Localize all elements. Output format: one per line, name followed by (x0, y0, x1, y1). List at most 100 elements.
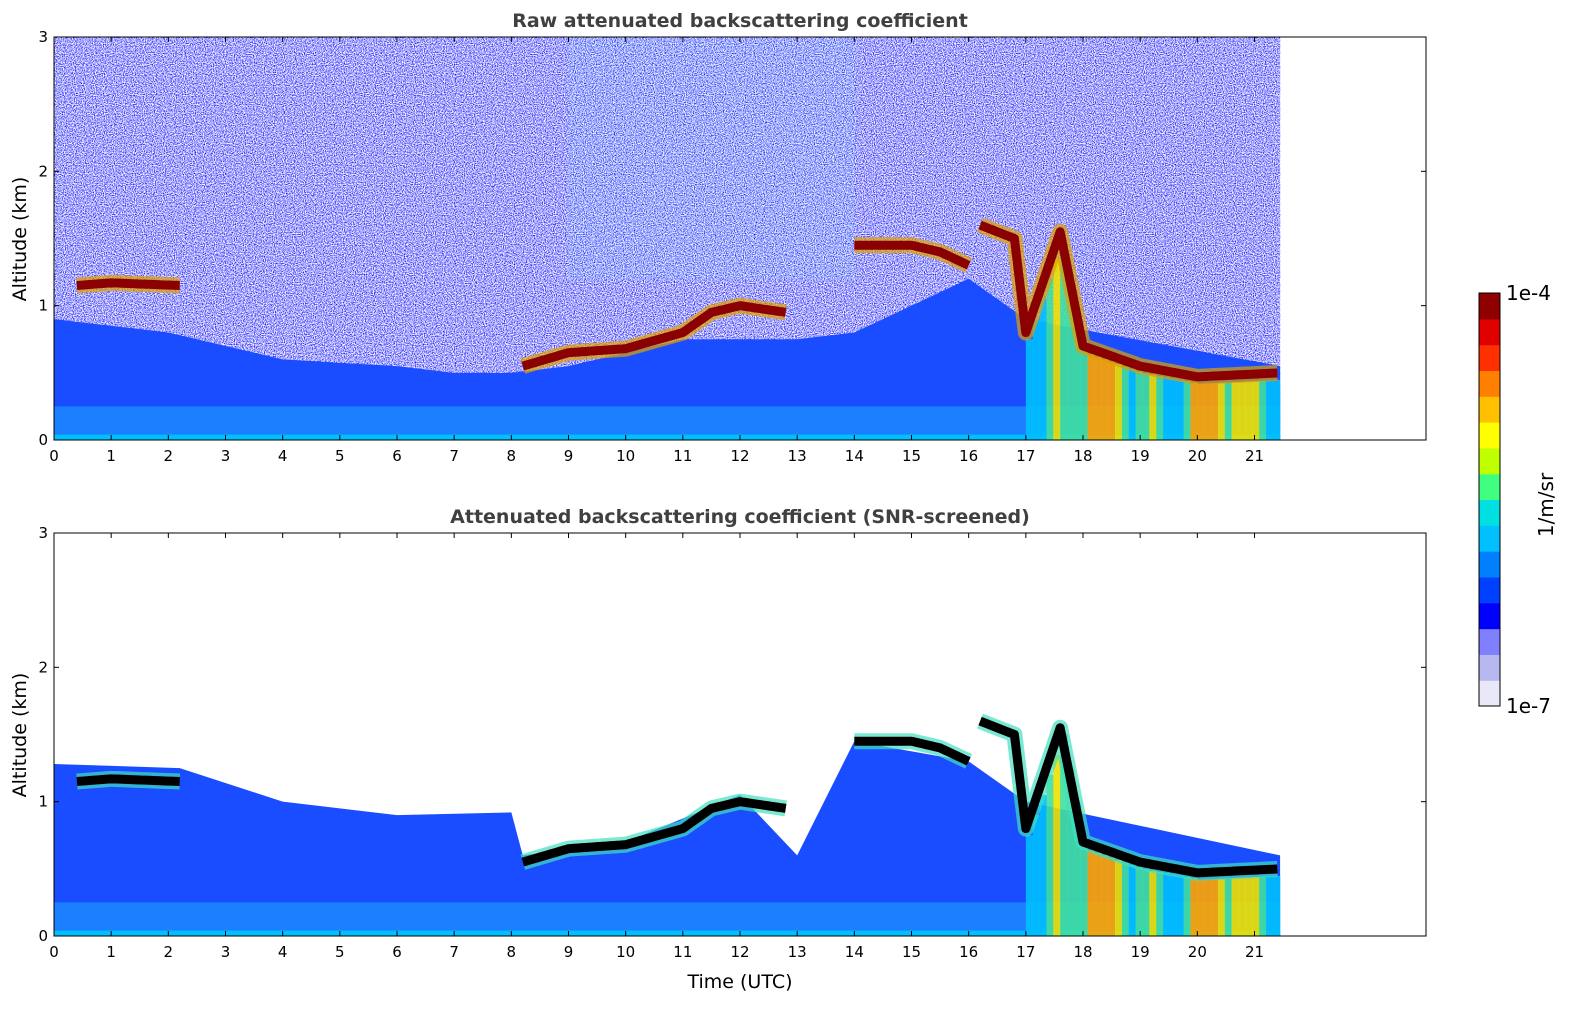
x-tick-label: 11 (673, 447, 692, 465)
precipitation-column (1224, 878, 1233, 936)
x-tick-label: 1 (106, 943, 116, 961)
x-tick-label: 6 (392, 447, 402, 465)
precipitation-column (1135, 371, 1143, 440)
precipitation-column (1101, 855, 1109, 936)
y-tick-label: 3 (38, 524, 48, 542)
colorbar: 1e-4 1e-7 1/m/sr (1478, 281, 1558, 718)
precipitation-column (1094, 852, 1102, 936)
x-axis-ticks: 0 1 2 3 4 5 6 7 8 9 10 11 12 13 14 15 16 17 18 19 20 21 (49, 533, 1264, 961)
precipitation-column (1176, 875, 1185, 936)
x-tick-label: 15 (902, 447, 921, 465)
cloud-layer (75, 774, 182, 787)
x-tick-label: 10 (616, 943, 635, 961)
colorbar-unit-label: 1/m/sr (1534, 472, 1558, 537)
x-tick-label: 2 (164, 943, 174, 961)
y-tick-label: 0 (38, 927, 48, 945)
x-tick-label: 17 (1016, 943, 1035, 961)
precipitation-column (1032, 815, 1041, 936)
boundary-layer-region (54, 278, 1281, 440)
colorbar-swatch (1479, 499, 1500, 526)
raw-backscatter-panel: Raw attenuated backscattering coefficien… (9, 10, 1427, 465)
precipitation-column (1121, 862, 1130, 936)
colorbar-swatch (1479, 680, 1500, 707)
precipitation-column (1046, 774, 1054, 936)
x-tick-label: 7 (449, 943, 459, 961)
precipitation-column (1101, 359, 1109, 440)
panel-title: Attenuated backscattering coefficient (S… (450, 506, 1030, 528)
x-tick-label: 12 (730, 447, 749, 465)
cloud-layer (978, 220, 1280, 382)
y-tick-label: 0 (38, 431, 48, 449)
near-surface-band (54, 930, 1281, 936)
x-tick-label: 0 (49, 943, 59, 961)
colorbar-swatch (1479, 293, 1500, 320)
precipitation-column (1039, 794, 1047, 936)
precipitation-column (1190, 382, 1198, 440)
colorbar-swatch (1479, 318, 1500, 346)
precipitation-column (1197, 879, 1205, 936)
precipitation-column (1265, 876, 1274, 936)
x-tick-label: 11 (673, 943, 692, 961)
precipitation-column (1039, 298, 1047, 440)
x-tick-label: 14 (845, 447, 864, 465)
precipitation-column (1053, 258, 1061, 440)
x-tick-label: 3 (221, 943, 231, 961)
x-tick-label: 19 (1131, 943, 1150, 961)
precipitation-column (1204, 383, 1212, 440)
precipitation-column (1087, 354, 1095, 440)
precipitation-column (1135, 867, 1143, 936)
y-axis-ticks: 0 1 2 3 (38, 28, 1426, 449)
x-tick-label: 21 (1245, 447, 1264, 465)
colorbar-swatch (1479, 551, 1500, 578)
x-tick-label: 20 (1188, 447, 1207, 465)
y-axis-ticks: 0 1 2 3 (38, 524, 1426, 945)
precipitation-column (1060, 238, 1068, 440)
precipitation-column (1238, 877, 1246, 936)
colorbar-swatch (1479, 602, 1500, 630)
x-tick-label: 20 (1188, 943, 1207, 961)
y-tick-label: 1 (38, 793, 48, 811)
precipitation-column (1073, 803, 1082, 936)
x-tick-label: 5 (335, 447, 345, 465)
heatmap-area (54, 37, 1281, 440)
x-tick-label: 13 (788, 943, 807, 961)
precipitation-column (1169, 378, 1178, 440)
precipitation-column (1211, 382, 1219, 440)
colorbar-frame (1478, 292, 1501, 707)
cloud-layer (521, 301, 788, 371)
precipitation-column (1108, 361, 1116, 440)
precipitation-column (1169, 874, 1178, 936)
x-tick-label: 14 (845, 943, 864, 961)
x-tick-label: 4 (278, 447, 288, 465)
precipitation-column (1053, 754, 1061, 936)
x-tick-label: 16 (959, 447, 978, 465)
x-axis-ticks: 0 1 2 3 4 5 6 7 8 9 10 11 12 13 14 15 16 17 18 19 20 21 (49, 37, 1264, 465)
precipitation-column (1087, 850, 1095, 936)
precipitation-column (1272, 875, 1281, 936)
precipitation-column (1176, 379, 1185, 440)
y-axis-label: Altitude (km) (9, 177, 31, 302)
precipitation-column (1272, 379, 1281, 440)
panel-title: Raw attenuated backscattering coefficien… (512, 10, 968, 32)
x-tick-label: 7 (449, 447, 459, 465)
precipitation-column (1142, 373, 1150, 440)
colorbar-swatch (1479, 344, 1500, 372)
precipitation-column (1156, 871, 1164, 936)
y-tick-label: 2 (38, 658, 48, 676)
y-axis-label: Altitude (km) (9, 673, 31, 798)
precipitation-column (1238, 381, 1246, 440)
heatmap-area (54, 713, 1281, 936)
precipitation-column (1183, 381, 1191, 440)
x-tick-label: 2 (164, 447, 174, 465)
precipitation-column (1197, 383, 1205, 440)
x-tick-label: 18 (1073, 447, 1092, 465)
precipitation-column (1259, 380, 1267, 440)
colorbar-swatch (1479, 628, 1500, 655)
colorbar-swatch (1479, 473, 1500, 501)
x-tick-label: 5 (335, 943, 345, 961)
precipitation-column (1231, 877, 1239, 936)
precipitation-column (1265, 380, 1274, 440)
precipitation-column (1094, 356, 1102, 440)
precipitation-column (1128, 864, 1137, 936)
precipitation-column (1025, 835, 1034, 936)
